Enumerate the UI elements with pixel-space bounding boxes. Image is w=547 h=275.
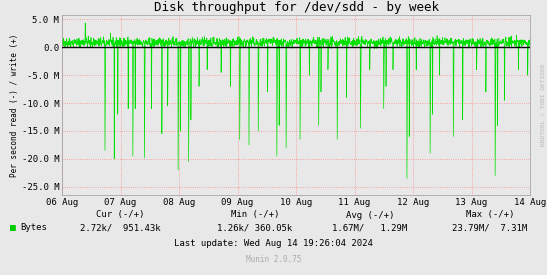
- Text: Min (-/+): Min (-/+): [231, 210, 279, 219]
- Text: Avg (-/+): Avg (-/+): [346, 210, 394, 219]
- Y-axis label: Per second read (-) / write (+): Per second read (-) / write (+): [10, 33, 19, 177]
- Text: Last update: Wed Aug 14 19:26:04 2024: Last update: Wed Aug 14 19:26:04 2024: [174, 238, 373, 248]
- Text: 1.67M/   1.29M: 1.67M/ 1.29M: [333, 224, 408, 232]
- Text: Cur (-/+): Cur (-/+): [96, 210, 144, 219]
- Text: 2.72k/  951.43k: 2.72k/ 951.43k: [80, 224, 160, 232]
- Text: ■: ■: [10, 223, 16, 233]
- Text: 23.79M/  7.31M: 23.79M/ 7.31M: [452, 224, 528, 232]
- Text: RRDTOOL / TOBI OETIKER: RRDTOOL / TOBI OETIKER: [541, 63, 546, 146]
- Text: Bytes: Bytes: [20, 224, 47, 232]
- Text: Munin 2.0.75: Munin 2.0.75: [246, 255, 301, 265]
- Text: Max (-/+): Max (-/+): [466, 210, 514, 219]
- Title: Disk throughput for /dev/sdd - by week: Disk throughput for /dev/sdd - by week: [154, 1, 439, 14]
- Text: 1.26k/ 360.05k: 1.26k/ 360.05k: [217, 224, 293, 232]
